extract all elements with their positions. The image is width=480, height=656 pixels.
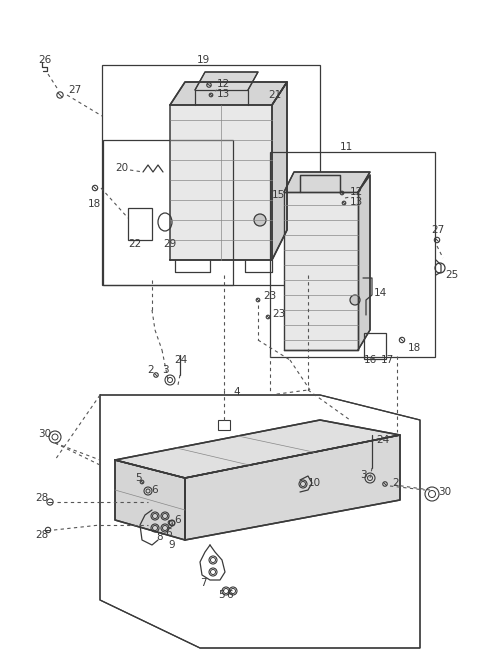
Polygon shape bbox=[284, 192, 358, 350]
Text: 9: 9 bbox=[166, 520, 173, 530]
Text: 3: 3 bbox=[162, 365, 168, 375]
Text: 6: 6 bbox=[151, 485, 157, 495]
Text: 2: 2 bbox=[147, 365, 154, 375]
Text: 27: 27 bbox=[431, 225, 444, 235]
Text: 11: 11 bbox=[340, 142, 353, 152]
Polygon shape bbox=[115, 460, 185, 540]
Text: 28: 28 bbox=[35, 530, 48, 540]
Text: 15: 15 bbox=[272, 190, 285, 200]
Text: 6: 6 bbox=[165, 528, 172, 538]
Text: 17: 17 bbox=[381, 355, 394, 365]
Text: 28: 28 bbox=[35, 493, 48, 503]
Text: 30: 30 bbox=[38, 429, 51, 439]
Text: 26: 26 bbox=[38, 55, 51, 65]
Text: 22: 22 bbox=[128, 239, 141, 249]
Circle shape bbox=[350, 295, 360, 305]
Text: 23: 23 bbox=[263, 291, 276, 301]
Text: 2: 2 bbox=[392, 478, 398, 488]
Circle shape bbox=[254, 214, 266, 226]
Polygon shape bbox=[300, 175, 340, 192]
Text: 23: 23 bbox=[272, 309, 285, 319]
Text: 13: 13 bbox=[350, 197, 363, 207]
Text: 13: 13 bbox=[217, 89, 230, 99]
Text: 6: 6 bbox=[174, 515, 180, 525]
Text: 7: 7 bbox=[200, 578, 206, 588]
Text: 12: 12 bbox=[217, 79, 230, 89]
Text: 30: 30 bbox=[438, 487, 451, 497]
Text: 8: 8 bbox=[156, 532, 163, 542]
Text: 19: 19 bbox=[197, 55, 210, 65]
Polygon shape bbox=[195, 72, 258, 90]
Polygon shape bbox=[358, 175, 370, 350]
Text: 20: 20 bbox=[115, 163, 128, 173]
Text: 3: 3 bbox=[360, 470, 367, 480]
Polygon shape bbox=[284, 172, 370, 192]
Text: 18: 18 bbox=[408, 343, 421, 353]
Text: 5: 5 bbox=[135, 473, 142, 483]
Text: 24: 24 bbox=[174, 355, 187, 365]
Polygon shape bbox=[272, 82, 287, 260]
Bar bbox=[364, 333, 386, 359]
Text: 24: 24 bbox=[376, 435, 389, 445]
Text: 25: 25 bbox=[445, 270, 458, 280]
Text: 10: 10 bbox=[308, 478, 321, 488]
Text: 14: 14 bbox=[374, 288, 387, 298]
Text: 9: 9 bbox=[168, 540, 175, 550]
Polygon shape bbox=[185, 435, 400, 540]
Bar bbox=[128, 208, 152, 240]
Text: 5: 5 bbox=[218, 590, 225, 600]
Text: 4: 4 bbox=[233, 387, 240, 397]
Text: 6: 6 bbox=[226, 590, 233, 600]
Text: 16: 16 bbox=[364, 355, 377, 365]
Polygon shape bbox=[170, 105, 272, 260]
Polygon shape bbox=[170, 82, 287, 105]
Bar bbox=[218, 420, 230, 430]
Bar bbox=[102, 65, 320, 285]
Bar bbox=[270, 152, 435, 357]
Text: 21: 21 bbox=[268, 90, 281, 100]
Text: 29: 29 bbox=[163, 239, 176, 249]
Text: 18: 18 bbox=[88, 199, 101, 209]
Text: 27: 27 bbox=[68, 85, 81, 95]
Text: 12: 12 bbox=[350, 187, 363, 197]
Polygon shape bbox=[115, 420, 400, 478]
Bar bbox=[103, 140, 233, 285]
